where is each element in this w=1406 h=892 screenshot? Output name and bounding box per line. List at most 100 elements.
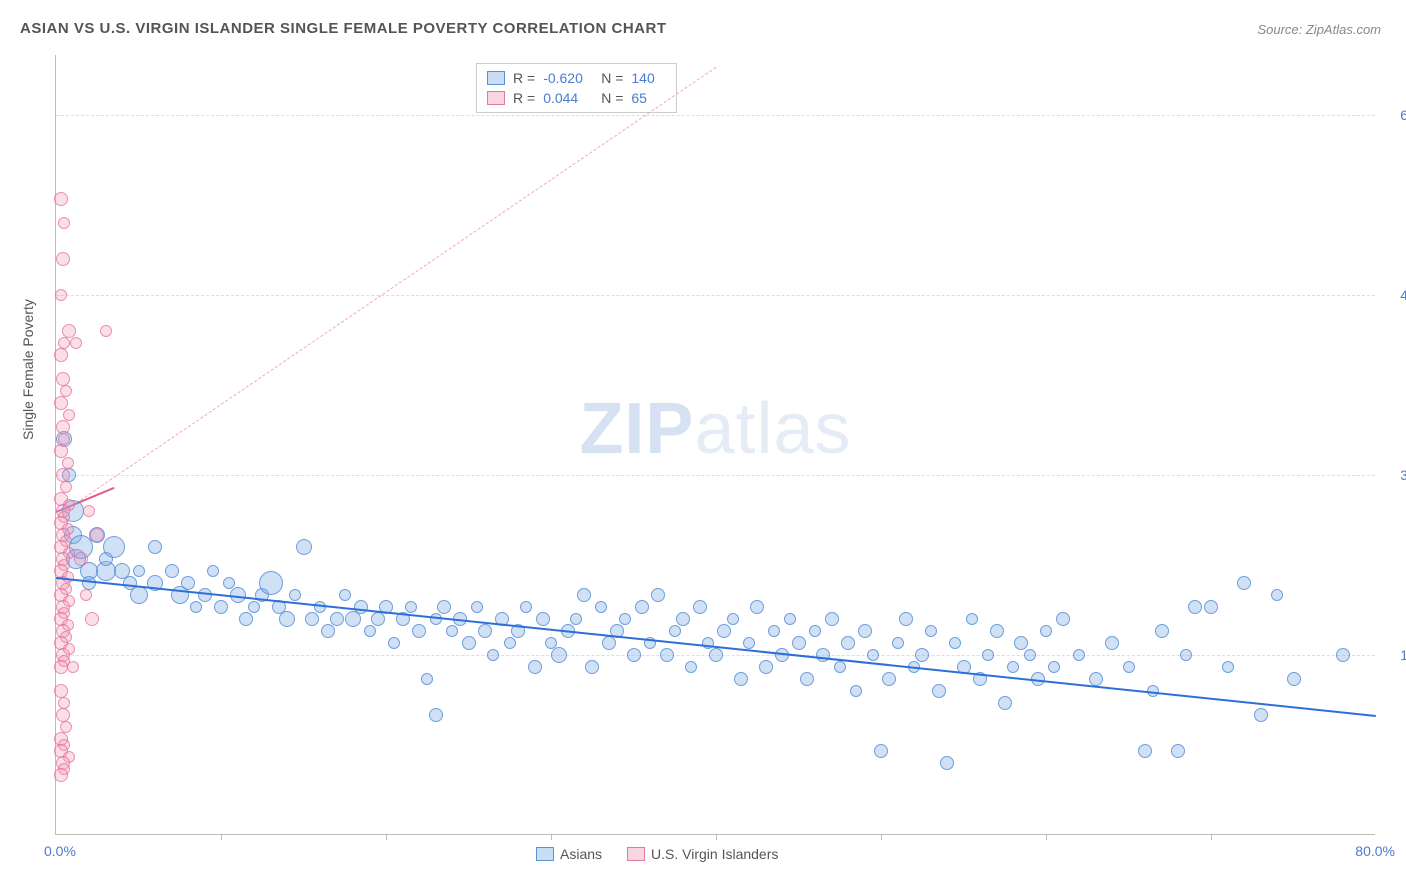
data-point (63, 409, 75, 421)
n-label: N = (601, 90, 623, 106)
r-value: 0.044 (543, 90, 593, 106)
x-tick (1211, 834, 1212, 840)
data-point (635, 600, 649, 614)
watermark: ZIPatlas (579, 388, 851, 470)
data-point (56, 468, 70, 482)
data-point (899, 612, 913, 626)
data-point (504, 637, 516, 649)
data-point (660, 648, 674, 662)
data-point (279, 611, 295, 627)
data-point (371, 612, 385, 626)
data-point (405, 601, 417, 613)
gridline (56, 115, 1375, 116)
data-point (1007, 661, 1019, 673)
data-point (915, 648, 929, 662)
r-value: -0.620 (543, 70, 593, 86)
stat-row: R =0.044N =65 (487, 88, 666, 108)
y-tick-label: 60.0% (1400, 107, 1406, 123)
data-point (259, 571, 283, 595)
data-point (289, 589, 301, 601)
data-point (858, 624, 872, 638)
data-point (949, 637, 961, 649)
data-point (67, 661, 79, 673)
swatch-icon (627, 847, 645, 861)
data-point (520, 601, 532, 613)
data-point (717, 624, 731, 638)
data-point (570, 613, 582, 625)
data-point (83, 505, 95, 517)
data-point (1188, 600, 1202, 614)
data-point (1254, 708, 1268, 722)
stats-box: R =-0.620N =140R =0.044N =65 (476, 63, 677, 113)
data-point (669, 625, 681, 637)
data-point (850, 685, 862, 697)
x-tick (551, 834, 552, 840)
data-point (1287, 672, 1301, 686)
data-point (1073, 649, 1085, 661)
data-point (133, 565, 145, 577)
data-point (1105, 636, 1119, 650)
data-point (56, 708, 70, 722)
data-point (602, 636, 616, 650)
data-point (784, 613, 796, 625)
data-point (90, 528, 104, 542)
data-point (54, 348, 68, 362)
data-point (816, 648, 830, 662)
legend-item: U.S. Virgin Islanders (627, 846, 778, 862)
data-point (792, 636, 806, 650)
data-point (1056, 612, 1070, 626)
data-point (248, 601, 260, 613)
data-point (181, 576, 195, 590)
data-point (54, 192, 68, 206)
data-point (1024, 649, 1036, 661)
data-point (305, 612, 319, 626)
data-point (734, 672, 748, 686)
x-tick (1046, 834, 1047, 840)
data-point (1138, 744, 1152, 758)
x-axis-min: 0.0% (44, 843, 76, 859)
data-point (709, 648, 723, 662)
x-tick (716, 834, 717, 840)
data-point (800, 672, 814, 686)
y-tick-label: 15.0% (1400, 647, 1406, 663)
data-point (841, 636, 855, 650)
legend-label: Asians (560, 846, 602, 862)
r-label: R = (513, 90, 535, 106)
data-point (421, 673, 433, 685)
y-axis-label: Single Female Poverty (20, 299, 36, 440)
data-point (809, 625, 821, 637)
data-point (825, 612, 839, 626)
n-label: N = (601, 70, 623, 86)
data-point (165, 564, 179, 578)
data-point (388, 637, 400, 649)
data-point (1222, 661, 1234, 673)
trend-line (64, 67, 716, 512)
data-point (1336, 648, 1350, 662)
data-point (446, 625, 458, 637)
data-point (70, 337, 82, 349)
data-point (1014, 636, 1028, 650)
data-point (429, 708, 443, 722)
data-point (1123, 661, 1135, 673)
data-point (1237, 576, 1251, 590)
data-point (56, 252, 70, 266)
data-point (1180, 649, 1192, 661)
x-tick (221, 834, 222, 840)
data-point (1271, 589, 1283, 601)
data-point (148, 540, 162, 554)
data-point (1040, 625, 1052, 637)
n-value: 140 (631, 70, 666, 86)
data-point (536, 612, 550, 626)
data-point (130, 586, 148, 604)
data-point (80, 589, 92, 601)
data-point (966, 613, 978, 625)
r-label: R = (513, 70, 535, 86)
y-tick-label: 30.0% (1400, 467, 1406, 483)
x-axis-max: 80.0% (1355, 843, 1395, 859)
data-point (296, 539, 312, 555)
scatter-plot: ZIPatlas R =-0.620N =140R =0.044N =65 As… (55, 55, 1375, 835)
data-point (932, 684, 946, 698)
data-point (577, 588, 591, 602)
data-point (85, 612, 99, 626)
swatch-icon (536, 847, 554, 861)
